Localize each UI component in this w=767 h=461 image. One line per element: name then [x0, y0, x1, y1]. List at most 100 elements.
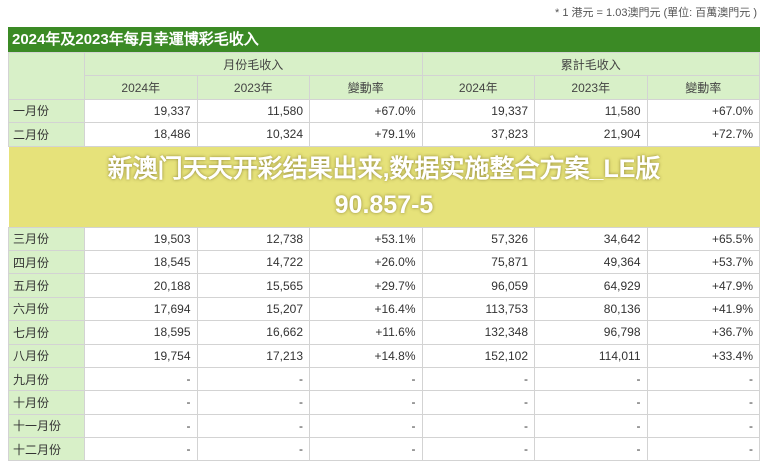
- table-cell: -: [421, 390, 535, 415]
- table-cell: -: [534, 437, 648, 461]
- table-cell: -: [84, 390, 198, 415]
- table-cell: 10,324: [196, 122, 310, 147]
- table-cell: +14.8%: [309, 343, 423, 368]
- table-cell: -: [84, 413, 198, 439]
- month-label: 六月份: [8, 296, 85, 322]
- table-row: 六月份 17,694 15,207 +16.4% 113,753 80,136 +41.9%: [8, 296, 760, 322]
- table-cell: 12,738: [196, 226, 310, 251]
- col-header: 2024年: [421, 75, 535, 100]
- table-cell: -: [421, 413, 535, 439]
- month-label: 九月份: [8, 366, 85, 392]
- table-cell: -: [196, 437, 310, 461]
- month-label: 十二月份: [8, 437, 85, 461]
- month-label: 三月份: [8, 226, 85, 251]
- month-label: 十一月份: [8, 413, 85, 439]
- table-cell: 132,348: [421, 320, 535, 345]
- table-row: 二月份 18,486 10,324 +79.1% 37,823 21,904 +72.7%: [8, 122, 760, 147]
- table-cell: +53.7%: [646, 249, 760, 275]
- table-cell: -: [646, 437, 760, 461]
- table-cell: -: [646, 413, 760, 439]
- table-cell: 21,904: [534, 122, 648, 147]
- month-label: 一月份: [8, 98, 85, 124]
- month-label: 七月份: [8, 320, 85, 345]
- table-row: 七月份 18,595 16,662 +11.6% 132,348 96,798 +36.7%: [8, 320, 760, 345]
- table-cell: +16.4%: [309, 296, 423, 322]
- table-cell: -: [534, 390, 648, 415]
- overlay-headline: 新澳门天天开彩结果出来,数据实施整合方案_LE版 90.857-5: [8, 146, 760, 228]
- table-cell: 34,642: [534, 226, 648, 251]
- table-cell: 19,754: [84, 343, 198, 368]
- table-cell: 80,136: [534, 296, 648, 322]
- table-cell: +26.0%: [309, 249, 423, 275]
- table-cell: -: [196, 366, 310, 392]
- month-label: 十月份: [8, 390, 85, 415]
- table-cell: -: [646, 390, 760, 415]
- col-header: 2023年: [196, 75, 310, 100]
- table-cell: 14,722: [196, 249, 310, 275]
- table-row: 十月份 - - - - - -: [8, 390, 760, 415]
- table-row: 三月份 19,503 12,738 +53.1% 57,326 34,642 +65.5%: [8, 226, 760, 251]
- month-label: 二月份: [8, 122, 85, 147]
- table-cell: -: [421, 437, 535, 461]
- table-title: 2024年及2023年每月幸運博彩毛收入: [8, 27, 760, 52]
- table-cell: 17,213: [196, 343, 310, 368]
- table-cell: +79.1%: [309, 122, 423, 147]
- month-label: 四月份: [8, 249, 85, 275]
- table-cell: 20,188: [84, 273, 198, 298]
- table-row: 十一月份 - - - - - -: [8, 413, 760, 439]
- table-row: 一月份 19,337 11,580 +67.0% 19,337 11,580 +67.0%: [8, 98, 760, 124]
- group-header-monthly: 月份毛收入: [84, 51, 423, 77]
- table-cell: 15,565: [196, 273, 310, 298]
- table-cell: +67.0%: [646, 98, 760, 124]
- col-header: 2023年: [534, 75, 648, 100]
- overlay-line-2: 90.857-5: [334, 190, 434, 219]
- table-cell: +36.7%: [646, 320, 760, 345]
- table-cell: 16,662: [196, 320, 310, 345]
- table-row: 八月份 19,754 17,213 +14.8% 152,102 114,011 +33.4…: [8, 343, 760, 368]
- table-cell: 19,337: [84, 98, 198, 124]
- table-cell: 75,871: [421, 249, 535, 275]
- table-cell: +72.7%: [646, 122, 760, 147]
- table-cell: 11,580: [534, 98, 648, 124]
- table-cell: 15,207: [196, 296, 310, 322]
- table-cell: -: [309, 366, 423, 392]
- table-cell: 96,798: [534, 320, 648, 345]
- table-cell: 96,059: [421, 273, 535, 298]
- table-cell: 49,364: [534, 249, 648, 275]
- table-cell: 37,823: [421, 122, 535, 147]
- revenue-table-panel: 2024年及2023年每月幸運博彩毛收入 月份毛收入 累計毛收入 2024年 2…: [8, 0, 760, 461]
- table-cell: 152,102: [421, 343, 535, 368]
- month-header: [8, 52, 85, 100]
- col-header: 2024年: [84, 75, 198, 100]
- table-cell: -: [196, 390, 310, 415]
- month-label: 五月份: [8, 273, 85, 298]
- table-cell: +67.0%: [309, 98, 423, 124]
- table-cell: 114,011: [534, 343, 648, 368]
- table-cell: 11,580: [196, 98, 310, 124]
- table-cell: -: [309, 437, 423, 461]
- overlay-line-1: 新澳门天天开彩结果出来,数据实施整合方案_LE版: [107, 154, 661, 183]
- table-cell: -: [84, 437, 198, 461]
- table-row: 九月份 - - - - - -: [8, 366, 760, 392]
- table-cell: -: [309, 390, 423, 415]
- table-row: 四月份 18,545 14,722 +26.0% 75,871 49,364 +53.7%: [8, 249, 760, 275]
- table-cell: -: [534, 366, 648, 392]
- table-cell: -: [309, 413, 423, 439]
- group-header-cumulative: 累計毛收入: [421, 51, 760, 77]
- month-label: 八月份: [8, 343, 85, 368]
- table-cell: +53.1%: [309, 226, 423, 251]
- table-cell: 18,545: [84, 249, 198, 275]
- col-header: 變動率: [646, 75, 760, 100]
- revenue-table: 月份毛收入 累計毛收入 2024年 2023年 變動率 2024年 2023年 …: [8, 51, 760, 461]
- table-cell: -: [196, 413, 310, 439]
- exchange-rate-note: * 1 港元 = 1.03澳門元 (單位: 百萬澳門元 ): [554, 7, 757, 19]
- table-cell: 19,337: [421, 98, 535, 124]
- table-cell: 19,503: [84, 226, 198, 251]
- table-cell: 113,753: [421, 296, 535, 322]
- table-cell: 64,929: [534, 273, 648, 298]
- table-cell: 18,595: [84, 320, 198, 345]
- table-cell: -: [421, 366, 535, 392]
- table-cell: +47.9%: [646, 273, 760, 298]
- table-cell: -: [646, 366, 760, 392]
- table-cell: 57,326: [421, 226, 535, 251]
